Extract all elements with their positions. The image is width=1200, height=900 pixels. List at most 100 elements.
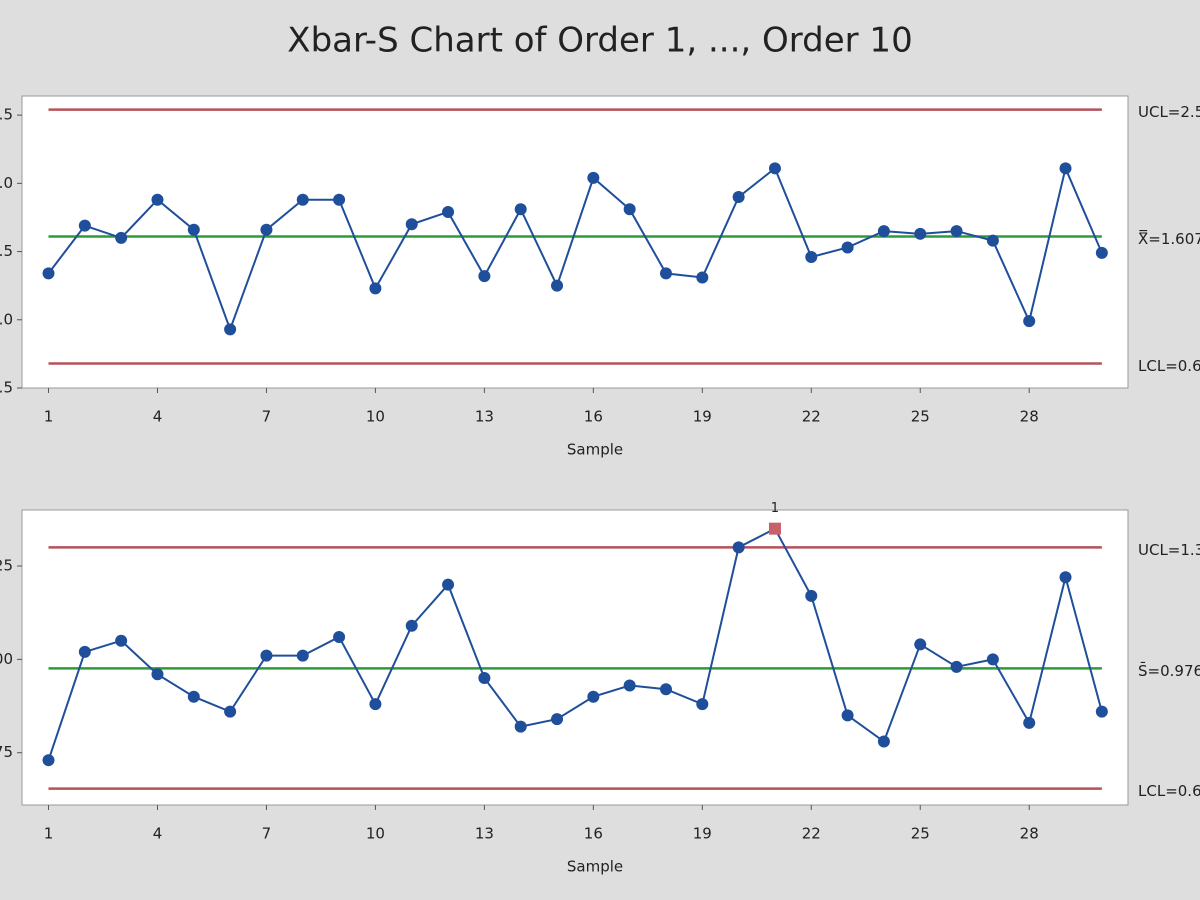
point (841, 241, 854, 254)
point (224, 705, 237, 718)
x-tick-label: 22 (802, 408, 821, 426)
control-label: X̿=1.607 (1138, 228, 1200, 248)
point (587, 171, 600, 184)
point (1059, 162, 1072, 175)
x-tick-label: 13 (475, 408, 494, 426)
point (587, 690, 600, 703)
point (478, 672, 491, 685)
x-tick-label: 10 (366, 825, 385, 843)
control-label: LCL=0.674 (1138, 357, 1200, 375)
point (78, 645, 91, 658)
x-tick-label: 10 (366, 408, 385, 426)
point (551, 279, 564, 292)
point (42, 267, 55, 280)
control-label: UCL=1.300 (1138, 541, 1200, 559)
point (296, 649, 309, 662)
point (405, 619, 418, 632)
point (986, 653, 999, 666)
point (333, 630, 346, 643)
x-tick-label: 25 (911, 408, 930, 426)
y-tick-label: 1.0 (0, 310, 13, 328)
point (841, 709, 854, 722)
annotation: 1 (771, 501, 779, 516)
x-tick-label: 1 (44, 825, 54, 843)
point (696, 271, 709, 284)
point (732, 541, 745, 554)
x-tick-label: 16 (584, 408, 603, 426)
control-label: S̄=0.976 (1138, 661, 1200, 680)
y-tick-label: 1.5 (0, 242, 13, 260)
x-tick-label: 19 (693, 825, 712, 843)
point (805, 589, 818, 602)
point (1023, 716, 1036, 729)
y-tick-label: 1.25 (0, 557, 13, 575)
point (1095, 246, 1108, 259)
x-axis-label: Sample (567, 441, 623, 459)
point (551, 713, 564, 726)
point (260, 649, 273, 662)
point (115, 231, 128, 244)
plot-area (21, 509, 1129, 806)
control-label: UCL=2.540 (1138, 103, 1200, 121)
x-tick-label: 13 (475, 825, 494, 843)
y-tick-label: 2.0 (0, 174, 13, 192)
x-tick-label: 28 (1020, 408, 1039, 426)
point (333, 193, 346, 206)
point (950, 225, 963, 238)
point (442, 205, 455, 218)
point (151, 193, 164, 206)
point (1095, 705, 1108, 718)
point (514, 720, 527, 733)
chart-title: Xbar-S Chart of Order 1, ..., Order 10 (287, 21, 912, 61)
x-tick-label: 1 (44, 408, 54, 426)
x-tick-label: 7 (262, 825, 272, 843)
point (877, 735, 890, 748)
point (442, 578, 455, 591)
point (187, 223, 200, 236)
x-tick-label: 16 (584, 825, 603, 843)
point (224, 323, 237, 336)
x-tick-label: 7 (262, 408, 272, 426)
point (623, 679, 636, 692)
point (877, 225, 890, 238)
y-tick-label: 1.00 (0, 650, 13, 668)
x-tick-label: 4 (153, 408, 163, 426)
x-tick-label: 19 (693, 408, 712, 426)
point (296, 193, 309, 206)
x-tick-label: 28 (1020, 825, 1039, 843)
plot-area (21, 95, 1129, 389)
point (260, 223, 273, 236)
point (115, 634, 128, 647)
point (914, 638, 927, 651)
point (986, 234, 999, 247)
point (151, 668, 164, 681)
y-tick-label: 0.5 (0, 379, 13, 397)
point (950, 660, 963, 673)
point (1059, 571, 1072, 584)
x-tick-label: 22 (802, 825, 821, 843)
data-line (47, 527, 1103, 761)
point (478, 270, 491, 283)
y-tick-label: 0.75 (0, 743, 13, 761)
point (1023, 315, 1036, 328)
x-tick-label: 25 (911, 825, 930, 843)
data-line (47, 165, 1103, 333)
point (914, 227, 927, 240)
point (768, 162, 781, 175)
point (187, 690, 200, 703)
point (42, 754, 55, 767)
point (623, 203, 636, 216)
point (659, 683, 672, 696)
flagged-point (768, 522, 781, 535)
point (405, 218, 418, 231)
x-tick-label: 4 (153, 825, 163, 843)
point (696, 698, 709, 711)
point (514, 203, 527, 216)
x-axis-label: Sample (567, 858, 623, 876)
point (369, 698, 382, 711)
point (732, 190, 745, 203)
point (369, 282, 382, 295)
point (805, 251, 818, 264)
